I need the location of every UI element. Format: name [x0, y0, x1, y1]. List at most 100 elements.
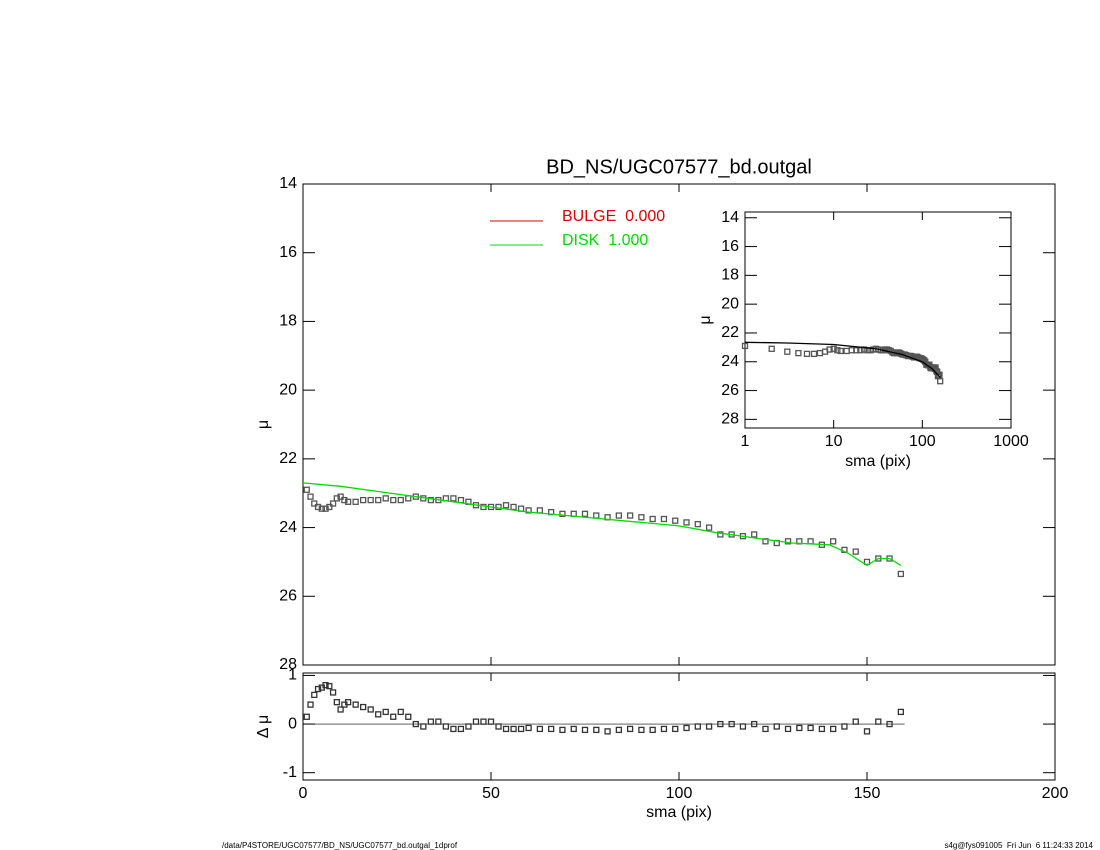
y-tick-label: 28: [279, 656, 297, 673]
data-point: [360, 703, 367, 711]
y-tick-label: 28: [721, 411, 739, 428]
chart-title: BD_NS/UGC07577_bd.outgal: [546, 156, 812, 178]
data-point: [672, 517, 679, 524]
plot-frame: [744, 211, 1012, 429]
footer-left: /data/P4STORE/UGC07577/BD_NS/UGC07577_bd…: [222, 841, 458, 850]
data-point: [773, 723, 780, 730]
data-point: [672, 725, 679, 733]
x-tick-label: 1000: [993, 433, 1029, 450]
data-point: [841, 723, 848, 730]
data-point: [333, 699, 340, 706]
data-point: [360, 496, 367, 504]
data-point: [375, 711, 382, 718]
x-tick-label: 100: [909, 433, 936, 450]
data-point: [457, 496, 465, 504]
data-point: [344, 498, 352, 505]
data-point: [382, 708, 389, 716]
data-point: [367, 706, 374, 713]
y-tick-label: -1: [283, 764, 297, 781]
data-point: [352, 498, 359, 505]
data-point: [326, 503, 333, 511]
data-point: [405, 495, 412, 502]
data-point: [344, 699, 352, 706]
data-point: [807, 538, 814, 545]
data-point: [694, 723, 701, 730]
y-tick-label: 14: [721, 209, 739, 226]
data-point: [495, 503, 502, 511]
data-point: [450, 725, 457, 733]
y-tick-label: 20: [721, 295, 739, 312]
x-tick-label: 0: [299, 785, 308, 802]
data-point: [705, 524, 713, 531]
data-point: [427, 496, 434, 504]
legend-label: DISK 1.000: [562, 232, 648, 249]
data-point: [768, 345, 775, 352]
data-point: [397, 708, 404, 716]
data-point: [435, 718, 442, 725]
legend-label: BULGE 0.000: [562, 208, 665, 225]
data-point: [487, 718, 495, 725]
x-axis-label: sma (pix): [845, 453, 911, 470]
data-point: [536, 725, 544, 733]
data-point: [683, 519, 690, 526]
data-point: [803, 350, 811, 357]
data-point: [741, 342, 749, 350]
data-point: [314, 503, 322, 511]
data-point: [717, 720, 724, 728]
data-point: [405, 713, 412, 720]
data-point: [830, 538, 837, 545]
data-point: [751, 720, 758, 728]
y-tick-label: 16: [279, 244, 297, 261]
data-point: [352, 701, 359, 708]
footer-right: s4g@fys091005 Fri Jun 6 11:24:33 2014: [944, 841, 1093, 850]
data-point: [784, 348, 791, 355]
data-point: [412, 720, 419, 728]
data-point: [816, 349, 824, 357]
data-point: [739, 723, 747, 730]
data-point: [852, 718, 859, 725]
data-point: [897, 570, 904, 578]
data-point: [329, 500, 337, 507]
data-point: [843, 347, 850, 355]
data-point: [795, 349, 802, 357]
y-tick-label: 24: [279, 519, 297, 536]
data-point: [638, 726, 645, 734]
data-point: [830, 345, 837, 352]
data-point: [638, 514, 645, 521]
data-point: [367, 496, 374, 504]
data-point: [886, 720, 893, 728]
data-point: [442, 723, 450, 730]
data-point: [303, 486, 310, 493]
data-point: [502, 502, 510, 509]
data-point: [784, 725, 792, 733]
data-point: [863, 728, 871, 735]
data-point: [337, 493, 344, 500]
data-point: [626, 725, 634, 733]
data-point: [615, 512, 622, 519]
data-point: [450, 495, 457, 502]
data-point: [932, 364, 939, 371]
data-point: [329, 689, 337, 696]
data-point: [897, 708, 904, 716]
data-point: [548, 725, 555, 733]
data-point: [382, 495, 389, 502]
data-point: [420, 723, 427, 730]
data-point: [937, 378, 944, 385]
data-point: [390, 713, 397, 720]
data-point: [375, 496, 382, 504]
data-point: [660, 725, 668, 733]
data-point: [510, 503, 517, 511]
data-point: [875, 718, 882, 725]
data-point: [333, 495, 340, 502]
data-point: [581, 726, 589, 734]
data-point: [559, 510, 566, 517]
data-point: [397, 496, 404, 504]
data-point: [465, 723, 472, 730]
data-point: [683, 724, 690, 732]
data-point: [525, 507, 532, 514]
data-point: [660, 515, 668, 523]
data-point: [326, 682, 333, 690]
y-tick-label: 22: [279, 450, 297, 467]
data-point: [853, 347, 860, 354]
